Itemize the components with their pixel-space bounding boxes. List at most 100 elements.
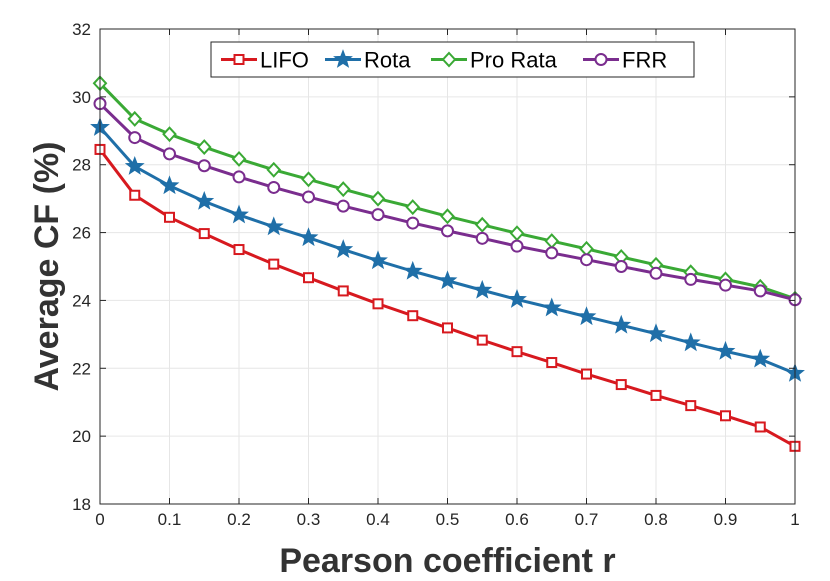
- data-point-rota: [750, 348, 771, 368]
- data-point-lifo: [754, 421, 766, 433]
- data-point-rota: [333, 239, 354, 258]
- x-tick-label: 0.2: [227, 510, 251, 529]
- y-axis-label: Average CF (%): [28, 141, 66, 391]
- data-point-frr: [441, 224, 454, 238]
- x-tick-label: 0.1: [158, 510, 182, 529]
- data-point-rota: [402, 260, 423, 280]
- data-point-rota: [124, 155, 145, 175]
- data-point-lifo: [268, 258, 280, 270]
- data-point-lifo: [720, 410, 731, 422]
- legend-label-rota: Rota: [364, 48, 411, 73]
- legend-label-pro-rata: Pro Rata: [470, 48, 558, 73]
- data-point-frr: [475, 231, 489, 245]
- data-point-lifo: [372, 298, 384, 310]
- data-point-frr: [128, 131, 142, 145]
- data-point-lifo: [511, 346, 523, 358]
- y-tick-label: 30: [72, 88, 91, 107]
- data-point-pro-rata: [162, 126, 177, 143]
- x-tick-label: 0.3: [297, 510, 321, 529]
- legend-marker-lifo: [233, 54, 245, 65]
- data-point-lifo: [685, 400, 697, 412]
- data-point-rota: [680, 332, 701, 352]
- data-point-lifo: [615, 379, 627, 391]
- x-tick-label: 1: [790, 510, 799, 529]
- y-tick-label: 18: [72, 495, 91, 514]
- data-point-frr: [302, 190, 315, 204]
- legend-label-lifo: LIFO: [260, 48, 309, 73]
- data-point-lifo: [129, 189, 141, 201]
- data-point-rota: [507, 288, 527, 308]
- data-point-lifo: [164, 211, 175, 223]
- y-tick-label: 32: [72, 20, 91, 39]
- data-point-frr: [753, 284, 767, 298]
- data-point-lifo: [476, 334, 488, 346]
- x-axis-label: Pearson coefficient r: [279, 542, 615, 580]
- series-layer: [90, 75, 805, 452]
- data-point-frr: [510, 239, 524, 253]
- tick-labels: 0 0.1 0.2 0.3 0.4 0.5 0.6 0.7 0.8 0.9 1 18 20 22 24 26 2…: [72, 20, 800, 529]
- data-point-pro-rata: [335, 181, 351, 198]
- data-point-rota: [472, 279, 493, 299]
- data-point-frr: [406, 216, 420, 230]
- data-point-pro-rata: [405, 199, 421, 216]
- y-tick-label: 28: [72, 156, 91, 175]
- data-point-pro-rata: [266, 161, 282, 178]
- legend: LIFO Rota Pro Rata FRR: [210, 41, 695, 78]
- legend-marker-frr: [594, 53, 608, 66]
- data-point-frr: [614, 260, 628, 273]
- data-point-lifo: [407, 310, 419, 322]
- data-point-rota: [611, 314, 632, 334]
- data-point-frr: [684, 272, 698, 286]
- data-point-rota: [576, 306, 597, 326]
- data-point-frr: [649, 266, 663, 280]
- data-point-lifo: [337, 285, 349, 297]
- data-point-frr: [545, 246, 559, 260]
- data-point-pro-rata: [370, 190, 386, 207]
- data-point-rota: [263, 216, 284, 236]
- legend-item-pro-rata: Pro Rata: [431, 48, 558, 73]
- x-tick-label: 0.8: [644, 510, 668, 529]
- data-point-lifo: [581, 368, 592, 380]
- data-point-rota: [159, 175, 180, 195]
- data-point-rota: [437, 270, 458, 290]
- data-point-lifo: [650, 389, 662, 401]
- data-point-frr: [336, 199, 350, 213]
- data-point-pro-rata: [301, 171, 316, 188]
- legend-item-frr: FRR: [583, 48, 667, 73]
- data-point-pro-rata: [474, 216, 490, 233]
- data-point-frr: [371, 208, 385, 222]
- y-tick-label: 24: [72, 291, 91, 310]
- data-point-rota: [541, 297, 562, 317]
- data-point-pro-rata: [440, 208, 455, 225]
- data-point-frr: [719, 278, 732, 292]
- data-point-lifo: [198, 228, 210, 240]
- data-point-rota: [298, 227, 319, 247]
- legend-marker-pro-rata: [441, 51, 457, 68]
- data-point-pro-rata: [127, 110, 143, 127]
- x-tick-label: 0: [95, 510, 104, 529]
- x-tick-label: 0.9: [714, 510, 738, 529]
- data-point-rota: [646, 323, 666, 343]
- data-point-lifo: [442, 322, 453, 334]
- legend-label-frr: FRR: [622, 48, 667, 73]
- data-point-rota: [368, 250, 388, 270]
- data-point-lifo: [303, 272, 314, 284]
- data-point-rota: [229, 204, 249, 224]
- x-tick-label: 0.4: [366, 510, 390, 529]
- y-tick-label: 26: [72, 224, 91, 243]
- data-point-rota: [715, 340, 736, 360]
- data-point-frr: [580, 253, 593, 267]
- data-point-frr: [232, 170, 246, 184]
- data-point-frr: [267, 180, 281, 194]
- legend-item-lifo: LIFO: [221, 48, 309, 73]
- data-point-frr: [163, 147, 176, 161]
- y-tick-label: 22: [72, 359, 91, 378]
- data-point-lifo: [233, 244, 245, 256]
- data-point-lifo: [546, 357, 558, 369]
- y-tick-label: 20: [72, 427, 91, 446]
- series-rota: [90, 116, 805, 382]
- legend-item-rota: Rota: [325, 48, 411, 73]
- legend-marker-rota: [333, 49, 353, 68]
- data-point-frr: [197, 159, 211, 173]
